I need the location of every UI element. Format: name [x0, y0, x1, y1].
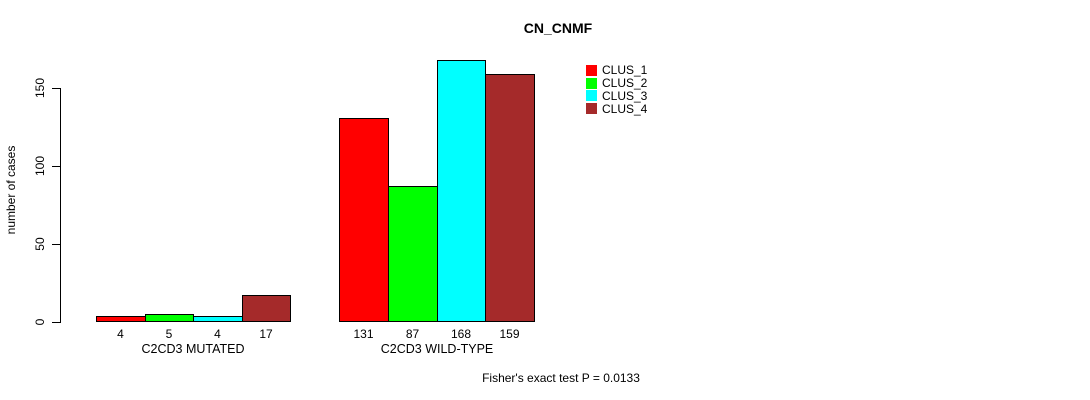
bar-value-label: 87 — [405, 327, 420, 341]
legend-row: CLUS_2 — [586, 77, 647, 90]
legend-row: CLUS_1 — [586, 64, 647, 77]
y-tick-label: 50 — [33, 237, 47, 251]
y-tick-mark — [52, 322, 60, 323]
bar-value-label: 5 — [165, 327, 173, 341]
legend-row: CLUS_3 — [586, 90, 647, 103]
bar-value-label: 4 — [214, 327, 221, 341]
bar-value-label: 159 — [499, 327, 520, 341]
y-tick-mark — [52, 88, 60, 89]
legend-label: CLUS_2 — [602, 76, 648, 91]
legend-swatch-clus_1 — [586, 64, 597, 76]
y-tick-label: 100 — [33, 155, 47, 177]
bar-clus_2-mutated — [145, 314, 194, 322]
legend-label: CLUS_1 — [602, 63, 648, 78]
bar-clus_3-mutated — [193, 316, 243, 322]
bar-clus_2-wild-type — [388, 186, 438, 322]
bar-clus_4-mutated — [242, 295, 291, 322]
category-label-mutated: C2CD3 MUTATED — [141, 342, 245, 356]
category-label-wild-type: C2CD3 WILD-TYPE — [380, 342, 494, 356]
y-tick-mark — [52, 166, 60, 167]
bar-value-label: 168 — [450, 327, 472, 341]
y-axis-label: number of cases — [4, 145, 18, 235]
legend-label: CLUS_4 — [602, 101, 648, 116]
bar-value-label: 131 — [353, 327, 374, 341]
legend-label: CLUS_3 — [602, 88, 648, 103]
bar-clus_4-wild-type — [485, 74, 535, 322]
y-tick-label: 0 — [33, 318, 47, 326]
bar-clus_3-wild-type — [437, 60, 486, 322]
y-tick-label: 150 — [33, 77, 47, 99]
legend-swatch-clus_3 — [586, 90, 597, 102]
legend-swatch-clus_2 — [586, 77, 597, 89]
legend-swatch-clus_4 — [586, 103, 597, 115]
bar-clus_1-wild-type — [339, 118, 389, 322]
bar-value-label: 4 — [117, 327, 124, 341]
legend-row: CLUS_4 — [586, 102, 647, 115]
chart-title: CN_CNMF — [523, 20, 593, 36]
legend: CLUS_1 CLUS_2 CLUS_3 CLUS_4 — [586, 64, 647, 115]
y-axis-line — [60, 88, 61, 323]
bar-clus_1-mutated — [96, 316, 146, 322]
annotation-text: Fisher's exact test P = 0.0133 — [482, 371, 640, 385]
bar-value-label: 17 — [259, 327, 273, 341]
y-tick-mark — [52, 244, 60, 245]
